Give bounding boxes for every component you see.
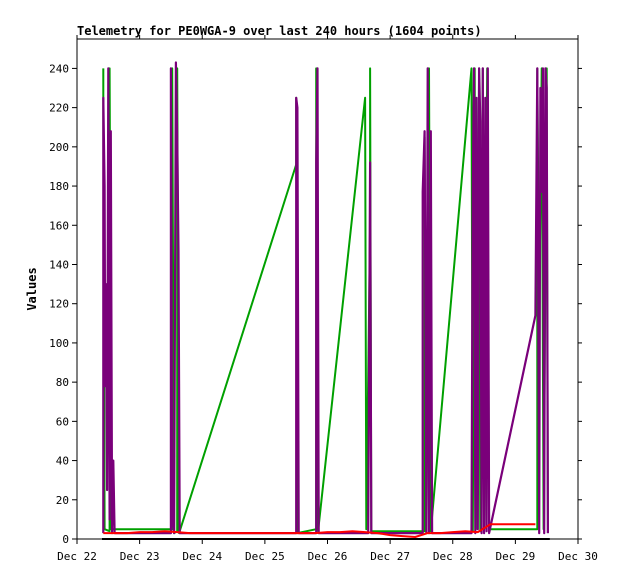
y-tick-label: 200 xyxy=(49,141,69,154)
x-tick-label: Dec 30 xyxy=(558,550,598,563)
x-tick-label: Dec 26 xyxy=(308,550,348,563)
x-tick-label: Dec 27 xyxy=(370,550,410,563)
series-line-1 xyxy=(102,61,549,535)
y-tick-label: 160 xyxy=(49,219,69,232)
y-tick-label: 120 xyxy=(49,298,69,311)
x-tick-label: Dec 22 xyxy=(57,550,97,563)
x-tick-label: Dec 28 xyxy=(433,550,473,563)
y-tick-label: 140 xyxy=(49,258,69,271)
y-tick-label: 0 xyxy=(62,533,69,546)
chart-title: Telemetry for PE0WGA-9 over last 240 hou… xyxy=(77,24,482,38)
y-tick-label: 180 xyxy=(49,180,69,193)
y-axis-label: Values xyxy=(25,267,39,310)
y-tick-label: 20 xyxy=(56,494,69,507)
y-tick-label: 220 xyxy=(49,102,69,115)
x-tick-label: Dec 25 xyxy=(245,550,285,563)
y-tick-label: 80 xyxy=(56,376,69,389)
y-tick-label: 60 xyxy=(56,415,69,428)
y-tick-label: 100 xyxy=(49,337,69,350)
x-tick-label: Dec 29 xyxy=(496,550,536,563)
series-line-2 xyxy=(103,523,536,538)
x-tick-label: Dec 24 xyxy=(182,550,222,563)
x-tick-label: Dec 23 xyxy=(120,550,160,563)
x-axis: Dec 22 Dec 23 Dec 24 Dec 25 Dec 26 Dec 27 Dec … xyxy=(57,35,598,563)
y-tick-label: 240 xyxy=(49,62,69,75)
y-tick-label: 40 xyxy=(56,455,69,468)
y-axis: 0 20 40 60 80 100 120 140 160 180 200 220 240 xyxy=(49,62,582,546)
